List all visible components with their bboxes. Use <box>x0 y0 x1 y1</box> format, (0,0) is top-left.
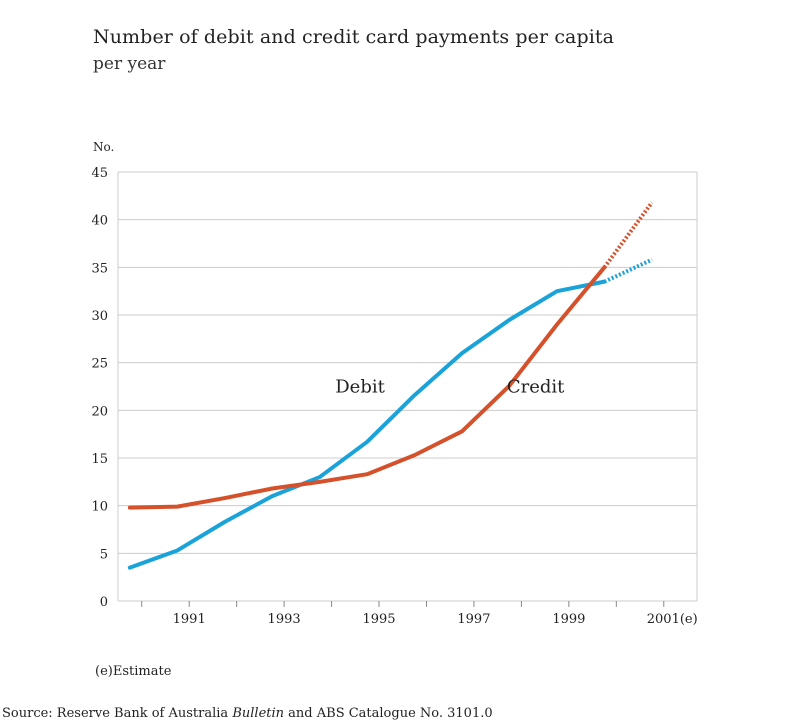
x-tick-label-1995: 1995 <box>362 612 395 627</box>
source-prefix: Source: Reserve Bank of Australia <box>2 706 229 721</box>
series-line-debit <box>127 279 607 570</box>
x-tick-label-1999: 1999 <box>552 612 585 627</box>
source-note: Source: Reserve Bank of Australia Bullet… <box>2 706 493 721</box>
y-tick-label-25: 25 <box>91 357 108 372</box>
y-tick-label-30: 30 <box>91 309 108 324</box>
series-label-credit: Credit <box>507 377 565 398</box>
x-tick-label-1997: 1997 <box>457 612 490 627</box>
y-tick-label-40: 40 <box>91 214 108 229</box>
y-tick-label-10: 10 <box>91 500 108 515</box>
footnote: (e)Estimate <box>95 664 171 679</box>
x-tick-label-1991: 1991 <box>173 612 206 627</box>
y-tick-label-20: 20 <box>91 404 108 419</box>
source-suffix: and ABS Catalogue No. 3101.0 <box>288 706 493 721</box>
x-tick-label-2001: 2001(e) <box>647 612 698 627</box>
y-tick-label-5: 5 <box>100 547 108 562</box>
x-tick-label-1993: 1993 <box>268 612 301 627</box>
y-tick-label-35: 35 <box>91 261 108 276</box>
series-estimate-debit <box>603 257 653 284</box>
series-line-credit <box>127 265 607 510</box>
y-axis-unit-label: No. <box>93 140 114 154</box>
y-tick-label-45: 45 <box>91 166 108 181</box>
series-label-debit: Debit <box>335 377 385 398</box>
footnote-text: Estimate <box>112 664 172 679</box>
series-estimate-credit <box>602 201 654 269</box>
footnote-label: (e) <box>95 664 113 679</box>
y-tick-label-15: 15 <box>91 452 108 467</box>
chart-title: Number of debit and credit card payments… <box>93 26 615 48</box>
source-publication: Bulletin <box>232 706 285 721</box>
y-tick-label-0: 0 <box>100 595 108 610</box>
chart-subtitle: per year <box>93 54 166 74</box>
